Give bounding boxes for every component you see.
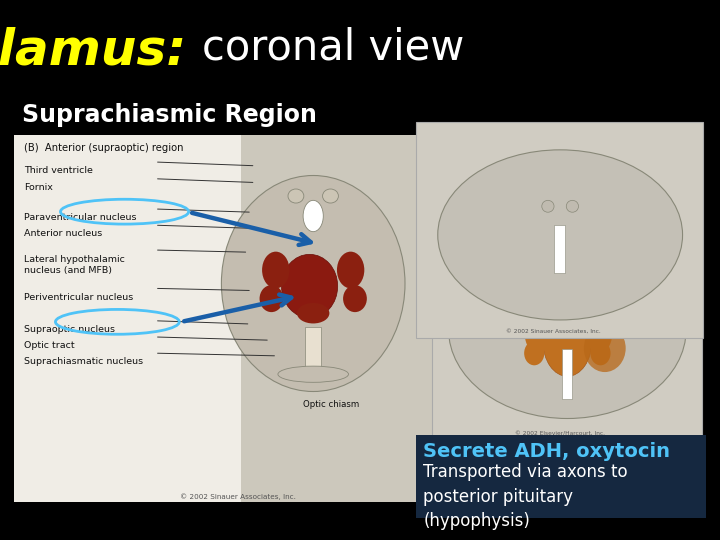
Ellipse shape (438, 150, 683, 320)
Ellipse shape (288, 189, 304, 203)
Text: coronal view: coronal view (202, 27, 464, 69)
FancyBboxPatch shape (562, 349, 572, 399)
Ellipse shape (282, 254, 338, 318)
Text: Suprachiasmic Region: Suprachiasmic Region (22, 103, 317, 126)
Text: © 2002 Sinauer Associates, Inc.: © 2002 Sinauer Associates, Inc. (505, 329, 600, 334)
Ellipse shape (222, 176, 405, 392)
Text: Hypothalamus:: Hypothalamus: (0, 27, 187, 75)
FancyBboxPatch shape (416, 435, 706, 518)
FancyBboxPatch shape (14, 135, 241, 502)
Text: Optic tract: Optic tract (24, 341, 74, 350)
Ellipse shape (262, 252, 289, 288)
Text: nucleus (and MFB): nucleus (and MFB) (24, 266, 112, 275)
Ellipse shape (590, 341, 611, 366)
Text: Anterior nucleus: Anterior nucleus (24, 230, 102, 239)
Text: Fornix: Fornix (24, 183, 53, 192)
Text: (B)  Anterior (supraoptic) region: (B) Anterior (supraoptic) region (24, 143, 184, 153)
Text: Secrete ADH, oxytocin: Secrete ADH, oxytocin (423, 442, 670, 461)
Ellipse shape (543, 306, 592, 376)
Ellipse shape (303, 200, 323, 232)
Ellipse shape (541, 200, 554, 212)
Text: Periventricular nucleus: Periventricular nucleus (24, 293, 133, 302)
FancyBboxPatch shape (14, 135, 432, 502)
Ellipse shape (449, 240, 686, 418)
Text: Third ventricle: Third ventricle (24, 166, 93, 175)
FancyBboxPatch shape (554, 225, 565, 273)
Ellipse shape (524, 341, 544, 366)
Text: © 2002 Elsevier/Harcourt, Inc.: © 2002 Elsevier/Harcourt, Inc. (516, 431, 605, 436)
Text: Paraventricular nucleus: Paraventricular nucleus (24, 213, 136, 222)
Ellipse shape (278, 366, 348, 382)
Text: Supraoptic nucleus: Supraoptic nucleus (24, 325, 114, 334)
Ellipse shape (343, 285, 366, 312)
FancyBboxPatch shape (416, 122, 703, 338)
Ellipse shape (323, 189, 338, 203)
Text: © 2002 Sinauer Associates, Inc.: © 2002 Sinauer Associates, Inc. (180, 493, 295, 500)
Ellipse shape (566, 200, 579, 212)
FancyBboxPatch shape (305, 327, 321, 378)
FancyBboxPatch shape (432, 200, 702, 440)
Text: Lateral hypothalamic: Lateral hypothalamic (24, 255, 125, 265)
Ellipse shape (337, 252, 364, 288)
Ellipse shape (525, 317, 549, 353)
Text: Transported via axons to
posterior pituitary
(hypophysis): Transported via axons to posterior pitui… (423, 463, 628, 530)
Ellipse shape (297, 303, 329, 323)
Text: Suprachiasmatic nucleus: Suprachiasmatic nucleus (24, 357, 143, 367)
Ellipse shape (588, 317, 612, 353)
Ellipse shape (584, 325, 626, 372)
Ellipse shape (260, 285, 284, 312)
Text: Optic chiasm: Optic chiasm (303, 400, 359, 409)
